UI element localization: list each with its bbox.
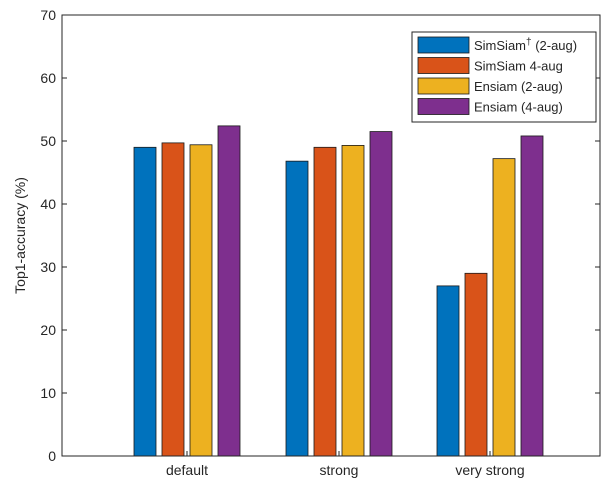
y-axis-label: Top1-accuracy (%) (12, 177, 28, 294)
legend-swatch (417, 98, 470, 115)
x-tick-label: strong (320, 462, 359, 478)
y-tick-label: 30 (40, 259, 56, 275)
legend-swatch (417, 36, 470, 54)
y-axis: 0 10 20 30 40 50 60 70 (40, 7, 600, 464)
bar-simsiam-4-aug-strong (313, 146, 337, 457)
x-tick-label: very strong (455, 462, 524, 478)
bar-simsiam-2-aug-default (133, 146, 157, 457)
bar-simsiam-4-aug-default (161, 142, 185, 457)
legend-label: SimSiam 4-aug (474, 59, 563, 74)
legend-label: SimSiam† (2-aug) (474, 37, 577, 53)
bar-ensiam-2-aug-very-strong (492, 158, 516, 457)
y-tick-label: 50 (40, 133, 56, 149)
y-tick-label: 0 (48, 448, 56, 464)
legend-label: Ensiam (2-aug) (474, 79, 563, 94)
y-tick-label: 40 (40, 196, 56, 212)
bar-ensiam-4-aug-default (217, 125, 241, 457)
x-axis: default strong very strong (166, 451, 525, 478)
bars-group (133, 125, 544, 457)
legend-label: Ensiam (4-aug) (474, 100, 563, 115)
y-tick-label: 20 (40, 322, 56, 338)
bar-simsiam-4-aug-very-strong (464, 272, 488, 457)
bar-ensiam-2-aug-strong (341, 145, 365, 457)
bar-ensiam-2-aug-default (189, 144, 213, 457)
legend: SimSiam† (2-aug) SimSiam 4-aug Ensiam (2-a… (411, 31, 597, 123)
bar-simsiam-2-aug-strong (285, 160, 309, 457)
bar-ensiam-4-aug-very-strong (520, 135, 544, 457)
y-tick-label: 10 (40, 385, 56, 401)
y-tick-label: 60 (40, 70, 56, 86)
plot-frame (61, 14, 601, 457)
x-tick-label: default (166, 462, 208, 478)
legend-swatch (417, 77, 470, 95)
bar-ensiam-4-aug-strong (369, 131, 393, 457)
bar-simsiam-2-aug-very-strong (436, 285, 460, 457)
legend-swatch (417, 57, 470, 74)
y-tick-label: 70 (40, 7, 56, 23)
